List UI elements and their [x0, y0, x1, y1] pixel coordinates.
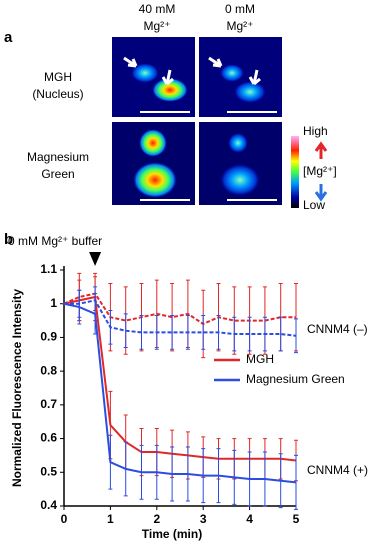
x-tick-label: 4 — [246, 512, 253, 526]
x-tick-label: 2 — [153, 512, 160, 526]
error-bar — [294, 318, 298, 354]
legend-label: MGH — [246, 352, 274, 366]
colorbar-label: [Mg²⁺] — [303, 164, 337, 178]
column-header: Mg²⁺ — [144, 19, 171, 33]
column-header: 0 mM — [225, 2, 255, 16]
colorbar-label: High — [303, 124, 328, 138]
series-line — [63, 302, 297, 484]
row-label: (Nucleus) — [32, 87, 83, 101]
down-arrow — [314, 184, 328, 202]
legend-label: Magnesium Green — [246, 372, 345, 386]
y-tick-label: 0.8 — [40, 363, 57, 377]
error-bar — [247, 316, 252, 352]
series-line — [64, 299, 297, 337]
panel-label: a — [4, 29, 13, 46]
row-label: MGH — [44, 70, 72, 84]
series-line — [63, 295, 297, 462]
series-line — [63, 292, 296, 326]
row-label: Green — [41, 167, 74, 181]
y-axis-title: Normalized Fluorescence Intensity — [10, 289, 24, 487]
x-axis-title: Time (min) — [142, 527, 202, 541]
x-tick-label: 0 — [61, 512, 68, 526]
colorbar — [291, 136, 299, 208]
y-tick-label: 1 — [50, 296, 57, 310]
group-label: CNNM4 (–) — [307, 322, 368, 336]
x-tick-label: 3 — [200, 512, 207, 526]
colorbar-label: Low — [303, 198, 325, 212]
error-bar — [278, 316, 283, 352]
y-tick-label: 0.5 — [40, 464, 57, 478]
column-header: Mg²⁺ — [227, 19, 254, 33]
error-bar — [139, 315, 144, 350]
plot: 0.4 0.5 0.6 0.7 0.8 0.9 1 1.1 0 1 2 3 4 5 MGH Magnesium… — [40, 252, 368, 526]
y-tick-label: 0.4 — [40, 498, 57, 512]
x-tick-label: 5 — [293, 512, 300, 526]
error-bar — [170, 315, 175, 350]
y-tick-label: 0.7 — [40, 397, 57, 411]
column-header: 40 mM — [139, 2, 176, 16]
panel-label: b — [4, 231, 13, 248]
up-arrow — [314, 141, 328, 159]
y-tick-label: 0.9 — [40, 330, 57, 344]
micrographs — [112, 37, 282, 205]
row-label: Magnesium — [27, 150, 89, 164]
y-tick-label: 0.6 — [40, 431, 57, 445]
x-tick-label: 1 — [107, 512, 114, 526]
group-label: CNNM4 (+) — [307, 463, 368, 477]
annotation: 0 mM Mg²⁺ buffer — [8, 234, 102, 248]
error-bar — [201, 315, 206, 350]
y-tick-label: 1.1 — [40, 262, 57, 276]
annotation-marker — [89, 252, 102, 266]
